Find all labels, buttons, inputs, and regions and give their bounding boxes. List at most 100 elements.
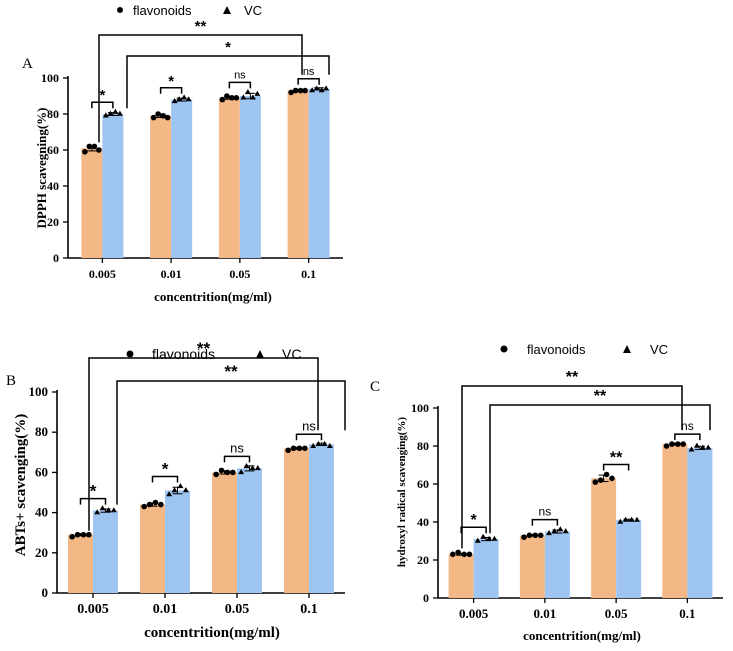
point-vc [181,94,188,100]
point-flavonoids [663,443,670,449]
significance-label-across: ** [224,362,238,381]
point-vc [176,96,183,102]
y-tick-label: 0 [42,585,49,600]
bar-flavonoids [591,478,617,598]
bar-vc [544,531,570,598]
point-flavonoids [669,441,675,447]
significance-bracket [674,433,701,441]
point-flavonoids [537,532,544,539]
y-tick-label: 0 [53,251,59,265]
point-flavonoids [219,96,226,103]
point-flavonoids [152,499,159,506]
significance-bracket-across [489,404,711,534]
point-vc [557,526,564,532]
significance-label: ns [681,419,694,433]
point-flavonoids [160,113,166,119]
point-vc [546,530,552,536]
significance-bracket [228,81,252,89]
significance-bracket [79,497,107,505]
point-vc [491,535,498,541]
bar-flavonoids [140,504,165,593]
point-flavonoids [285,447,291,454]
point-vc [182,487,189,493]
significance-label: ns [539,505,552,519]
point-vc [318,87,325,93]
point-vc [699,444,706,450]
x-tick-label: 0.01 [534,606,557,621]
point-vc [309,87,316,93]
legend-vc-marker [223,6,231,14]
point-flavonoids [74,531,81,538]
point-vc [622,516,629,522]
point-vc [99,505,106,511]
bar-vc [309,444,334,593]
point-flavonoids [141,503,147,510]
point-vc [617,518,624,524]
legend-vc-label: VC [650,342,668,357]
bar-flavonoids [212,472,237,593]
y-tick-label: 40 [47,179,59,193]
bar-flavonoids [150,115,172,258]
point-vc [693,442,700,448]
point-flavonoids [155,111,161,117]
point-vc [326,442,333,448]
point-flavonoids [233,95,240,101]
bar-vc [237,468,262,593]
y-tick-label: 60 [35,464,48,479]
point-flavonoids [218,467,225,474]
point-vc [474,537,481,543]
point-vc [562,528,569,534]
point-flavonoids [461,551,467,558]
point-flavonoids [455,549,461,556]
bar-vc [308,88,330,258]
significance-label: ns [303,66,315,78]
point-flavonoids [80,531,87,538]
y-tick-label: 20 [417,553,429,567]
y-tick-label: 80 [35,424,48,439]
x-tick-label: 0.005 [459,606,489,621]
point-flavonoids [158,501,164,508]
point-vc [688,446,695,452]
point-flavonoids [288,89,294,96]
legend-vc-marker [623,345,631,353]
bar-flavonoids [81,148,103,258]
panel-c: C flavonoids VC hydroxyl radical scaveng… [370,342,723,643]
plot-area: 0 20 40 60 80 100 0.005 * 0.01 * 0.05 ns 0.1 ns ** ** [29,339,346,617]
y-tick-label: 0 [423,591,429,605]
significance-label: ns [230,440,244,455]
point-flavonoids [297,87,304,94]
significance-label-across: ** [594,388,607,405]
point-vc [240,94,247,100]
point-vc [249,94,256,100]
significance-label-across: ** [195,18,207,35]
bar-flavonoids [519,535,545,598]
y-tick-label: 40 [417,515,429,529]
significance-bracket-across [116,380,346,505]
bar-vc [239,96,261,258]
point-vc [244,89,251,95]
point-vc [105,507,112,513]
bar-flavonoids [287,90,309,258]
point-vc [171,487,178,493]
point-flavonoids [224,469,231,476]
x-axis-label: concentrition(mg/ml) [154,289,272,304]
y-axis-label: hydroxyl radical scavenging(%) [396,417,408,567]
point-vc [107,110,114,116]
significance-label: ** [610,450,623,467]
bar-vc [473,539,499,598]
legend-flavonoids-label: flavonoids [527,342,586,357]
bar-flavonoids [448,554,474,598]
point-vc [94,509,101,515]
point-flavonoids [449,551,456,558]
legend-flavonoids-label: flavonoids [133,3,192,18]
significance-bracket [295,433,323,441]
plot-area: 0 20 40 60 80 100 0.005 * 0.01 ns 0.05 ** 0.1 ns ** ** [411,369,723,621]
point-flavonoids [164,114,171,121]
x-tick-label: 0.1 [301,267,316,281]
x-tick-label: 0.05 [229,267,250,281]
point-flavonoids [290,445,297,452]
y-axis-label: DPPH scavegning(%) [34,108,49,229]
panel-a: A flavonoids VC DPPH scavegning(%) conce… [22,3,343,304]
significance-bracket [151,475,179,483]
panel-letter: B [6,373,16,389]
